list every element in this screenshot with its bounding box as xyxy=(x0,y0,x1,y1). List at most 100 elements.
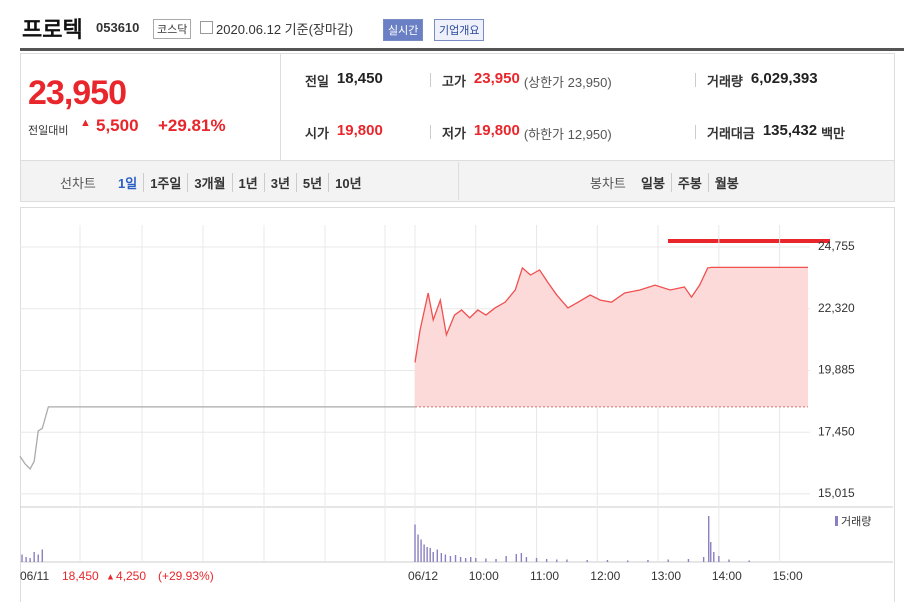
stat-value: 19,800 xyxy=(473,122,520,139)
volume-bar xyxy=(417,534,419,562)
volume-bar xyxy=(710,542,712,562)
stat-note: (하한가 12,950) xyxy=(523,127,612,142)
stat-unit: 백만 xyxy=(821,126,845,141)
volume-bar xyxy=(414,524,416,562)
date: 2020.06.12 기준(장마감) xyxy=(216,22,354,37)
x-tick-label: 06/12 xyxy=(408,569,438,583)
volume-bar xyxy=(429,548,431,562)
up-icon: ▲ xyxy=(106,571,115,581)
stat-value: 18,450 xyxy=(336,70,383,87)
volume-bar xyxy=(475,558,477,562)
volume-bar xyxy=(41,549,43,562)
volume-bar xyxy=(25,557,27,562)
tab[interactable]: 3년 xyxy=(263,173,296,192)
y-tick-label: 17,450 xyxy=(818,424,855,438)
volume-bar xyxy=(444,554,447,562)
volume-bar xyxy=(29,558,31,562)
volume-bar xyxy=(454,555,457,562)
stat-value: 23,950 xyxy=(473,70,520,87)
volume-bar xyxy=(37,554,39,562)
volume-bar xyxy=(440,553,443,562)
x-tick-label: 13:00 xyxy=(651,569,681,583)
current-price: 23,950 xyxy=(28,74,127,112)
market: 코스닥 xyxy=(153,19,192,39)
volume-bar xyxy=(718,556,720,562)
divider xyxy=(20,48,904,51)
volume-bar xyxy=(586,560,588,562)
volume-bar xyxy=(505,556,507,562)
stat-label: 거래량 xyxy=(707,74,743,89)
volume-bar xyxy=(702,557,705,562)
volume-bar xyxy=(687,559,690,562)
tab[interactable]: 10년 xyxy=(328,173,367,192)
volume-bar xyxy=(667,559,669,562)
volume-bar xyxy=(626,560,629,562)
stat-value: 135,432 xyxy=(762,122,818,139)
tab[interactable]: 일봉 xyxy=(641,176,665,191)
divider xyxy=(280,53,281,161)
prev-change-rate: (+29.93%) xyxy=(158,569,214,583)
separator xyxy=(695,125,696,139)
volume-bar xyxy=(485,558,487,562)
code: 053610 xyxy=(96,20,140,35)
tab[interactable]: 5년 xyxy=(295,173,328,192)
stat-label: 거래대금 xyxy=(707,126,755,141)
x-tick-label: 14:00 xyxy=(712,569,742,583)
change-label: 전일대비 xyxy=(28,125,69,137)
volume-bar xyxy=(515,554,517,562)
volume-bar xyxy=(713,552,715,562)
volume-bar xyxy=(545,559,548,562)
volume-bar xyxy=(449,556,452,562)
volume-bar xyxy=(566,559,568,562)
legend-swatch xyxy=(835,516,838,526)
volume-bar xyxy=(647,560,649,562)
tab-label: 봉차트 xyxy=(590,176,626,191)
calendar-icon xyxy=(200,21,213,34)
title: 프로텍 xyxy=(22,17,83,42)
stat-label: 시가 xyxy=(305,126,329,141)
tab[interactable]: 1년 xyxy=(231,173,264,192)
stat-label: 전일 xyxy=(305,74,329,89)
stat-value: 19,800 xyxy=(336,122,383,139)
y-tick-label: 22,320 xyxy=(818,301,855,315)
tab-label: 선차트 xyxy=(60,176,96,191)
stat-note: (상한가 23,950) xyxy=(523,75,612,90)
volume-bar xyxy=(495,559,497,562)
x-tick-label: 15:00 xyxy=(773,569,803,583)
x-tick-label: 06/11 xyxy=(20,569,49,583)
price-line xyxy=(414,266,808,363)
realtime-button[interactable]: 실시간 xyxy=(383,19,424,41)
volume-bar xyxy=(470,557,472,562)
area xyxy=(415,267,808,407)
x-tick-label: 10:00 xyxy=(469,569,499,583)
y-tick-label: 19,885 xyxy=(818,363,855,377)
volume-bar xyxy=(556,559,558,562)
company-button[interactable]: 기업개요 xyxy=(434,19,485,41)
legend-label: 거래량 xyxy=(841,515,871,528)
tab[interactable]: 1일 xyxy=(118,176,138,191)
tab-bar xyxy=(20,160,895,202)
volume-bar xyxy=(420,539,422,562)
change-rate: +29.81% xyxy=(158,116,226,135)
tab[interactable]: 주봉 xyxy=(670,173,708,192)
x-tick-label: 12:00 xyxy=(590,569,620,583)
price-line xyxy=(19,406,415,471)
up-icon: ▲ xyxy=(80,117,91,129)
volume-bar xyxy=(606,560,609,562)
chart-panel xyxy=(20,207,895,602)
volume-bar xyxy=(748,560,750,562)
stat-label: 고가 xyxy=(442,74,466,89)
tab[interactable]: 3개월 xyxy=(187,173,231,192)
x-tick-label: 11:00 xyxy=(530,569,559,583)
volume-bar xyxy=(432,552,434,562)
volume-bar xyxy=(535,558,538,562)
tab[interactable]: 1주일 xyxy=(143,173,187,192)
y-tick-label: 24,755 xyxy=(818,239,855,253)
volume-bar xyxy=(525,557,528,562)
prev-close-label: 18,450 xyxy=(62,569,99,583)
volume-bar xyxy=(728,559,730,562)
tab[interactable]: 월봉 xyxy=(707,173,745,192)
volume-bar xyxy=(423,544,425,562)
separator xyxy=(430,73,431,87)
